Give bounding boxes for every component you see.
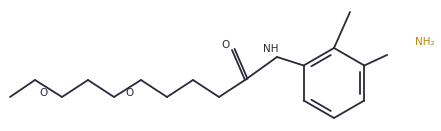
Text: O: O <box>40 88 48 98</box>
Text: O: O <box>125 88 133 98</box>
Text: NH: NH <box>263 44 279 54</box>
Text: O: O <box>221 40 229 50</box>
Text: NH₂: NH₂ <box>415 37 435 47</box>
